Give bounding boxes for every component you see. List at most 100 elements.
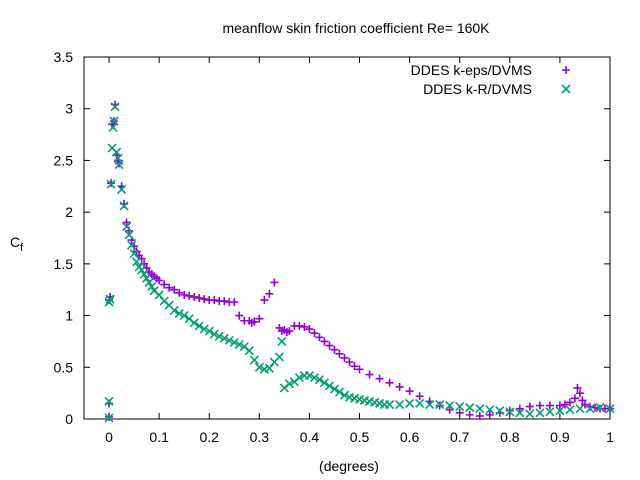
data-point [365, 370, 374, 379]
legend-marker [561, 84, 571, 94]
data-point [350, 362, 359, 371]
data-point [515, 408, 525, 418]
data-point [179, 311, 189, 321]
y-tick-label: 1 [65, 308, 73, 324]
x-tick-label: 0.6 [400, 429, 420, 445]
data-point [139, 269, 149, 279]
data-point [319, 378, 330, 388]
data-point [154, 290, 164, 300]
data-point [165, 283, 174, 292]
data-point [189, 318, 199, 328]
data-point [209, 329, 219, 339]
data-point [555, 406, 565, 416]
y-tick-label: 3 [65, 101, 73, 117]
data-point [284, 379, 294, 389]
data-point [335, 349, 344, 358]
data-point [250, 317, 259, 326]
data-point [109, 116, 119, 126]
y-axis-label-subscript: f [20, 242, 24, 254]
data-point [485, 405, 495, 415]
data-point [605, 404, 615, 414]
data-point [137, 265, 147, 275]
series-2 [104, 102, 615, 423]
y-tick-label: 2.5 [54, 152, 74, 168]
data-point [194, 321, 204, 331]
data-point [200, 295, 209, 304]
data-point [285, 327, 294, 336]
data-point [220, 297, 229, 306]
data-point [224, 335, 234, 345]
data-point [180, 290, 189, 299]
data-point [122, 218, 131, 227]
data-point [339, 390, 350, 400]
data-point [114, 160, 124, 170]
y-tick-label: 0 [65, 411, 73, 427]
data-point [132, 257, 142, 267]
data-point [185, 291, 194, 300]
data-point [264, 363, 274, 373]
data-point [260, 296, 269, 305]
data-point [505, 407, 515, 417]
data-point [525, 402, 534, 411]
legend-label: DDES k-R/DVMS [423, 81, 532, 97]
data-point [104, 297, 114, 307]
data-point [104, 413, 114, 423]
data-point [110, 102, 120, 112]
data-point [314, 375, 325, 385]
data-point [595, 403, 605, 413]
data-point [255, 314, 264, 323]
legend-marker [562, 66, 570, 74]
data-point [155, 276, 164, 285]
data-point [330, 345, 339, 354]
data-point [129, 248, 139, 259]
data-point [395, 382, 404, 391]
data-point [405, 398, 415, 409]
data-point [105, 294, 115, 304]
y-axis-label-main: C [10, 234, 20, 250]
plot-border [83, 56, 611, 420]
data-point [309, 373, 320, 383]
chart-title: meanflow skin friction coefficient Re= 1… [222, 20, 490, 36]
data-point [465, 403, 475, 413]
data-point [274, 352, 284, 362]
y-tick-label: 1.5 [54, 256, 74, 272]
data-point [235, 311, 244, 320]
data-point [435, 399, 445, 410]
data-point [170, 285, 179, 294]
data-point [495, 406, 505, 416]
data-point [234, 339, 244, 350]
x-tick-label: 0.7 [450, 429, 470, 445]
data-point [560, 400, 569, 409]
data-point [578, 396, 587, 405]
data-point [144, 277, 154, 288]
y-tick-label: 2 [65, 204, 73, 220]
data-point [310, 329, 319, 338]
data-point [169, 305, 179, 315]
data-point [294, 373, 304, 383]
data-point [265, 289, 274, 298]
data-point [515, 404, 524, 413]
data-point [244, 346, 254, 356]
data-point [124, 230, 134, 240]
data-point [117, 184, 127, 194]
data-point [122, 222, 132, 232]
data-point [385, 399, 395, 410]
x-tick-label: 0.8 [500, 429, 520, 445]
x-tick-label: 1 [606, 429, 614, 445]
data-point [106, 179, 116, 189]
data-point [575, 404, 585, 414]
x-axis-label: (degrees) [319, 458, 379, 474]
data-point [230, 298, 239, 307]
data-point [575, 389, 584, 398]
data-point [214, 331, 224, 341]
data-point [160, 280, 169, 289]
data-point [325, 341, 334, 350]
data-point [174, 308, 184, 319]
data-point [304, 370, 314, 381]
data-point [219, 333, 229, 343]
data-point [585, 404, 595, 414]
y-tick-label: 3.5 [54, 49, 74, 65]
data-point [254, 362, 264, 372]
data-point [445, 405, 454, 414]
data-point [545, 401, 554, 410]
